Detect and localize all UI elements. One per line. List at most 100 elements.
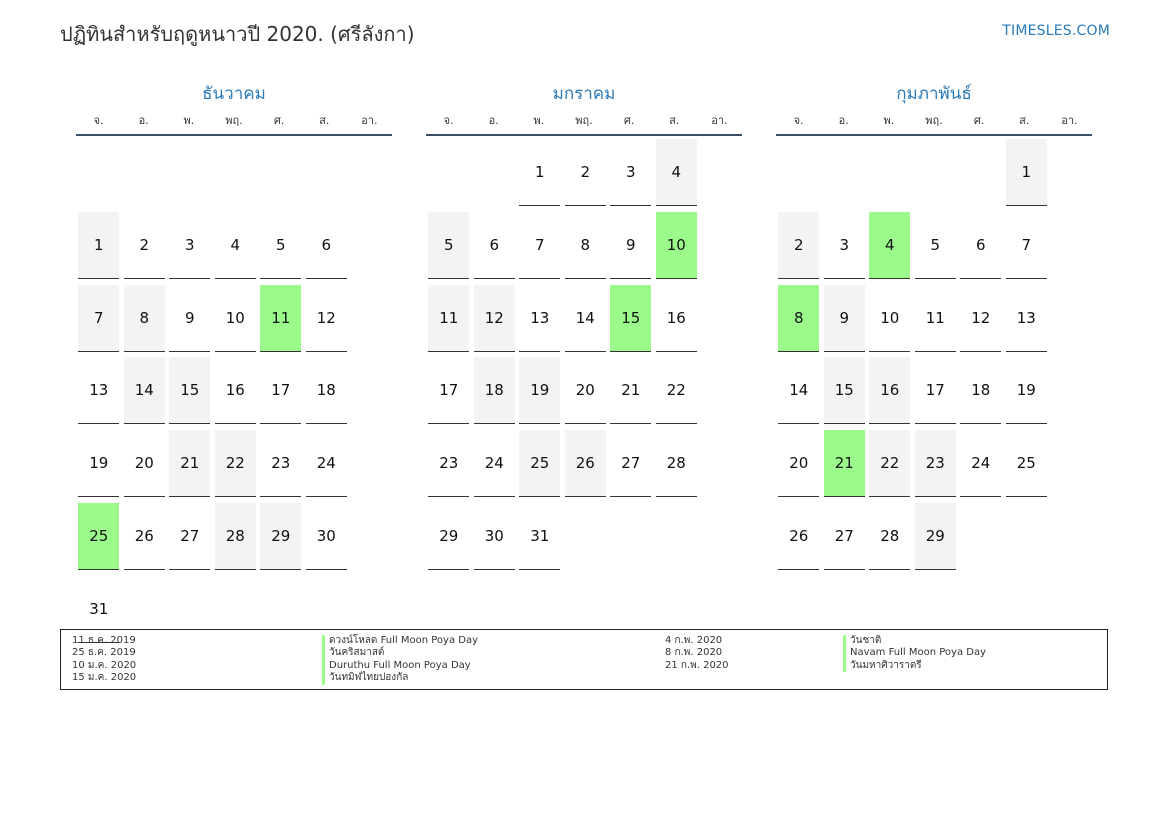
day-cell[interactable]: 15 xyxy=(169,357,211,425)
day-cell[interactable]: 18 xyxy=(305,357,347,425)
legend-holiday-name: วันชาติ xyxy=(843,635,986,648)
day-cell[interactable]: 15 xyxy=(823,357,865,425)
empty-day-cell xyxy=(306,139,347,206)
day-cell[interactable]: 30 xyxy=(305,503,347,570)
day-cell[interactable]: 11 xyxy=(914,285,956,352)
day-cell[interactable]: 23 xyxy=(260,430,302,497)
day-cell[interactable]: 18 xyxy=(960,357,1002,425)
day-cell[interactable]: 28 xyxy=(869,503,911,570)
day-cell[interactable]: 7 xyxy=(78,284,120,352)
day-cell[interactable]: 16 xyxy=(869,357,911,425)
day-cell[interactable]: 21 xyxy=(610,357,652,425)
day-cell[interactable]: 18 xyxy=(473,357,515,425)
day-cell[interactable]: 13 xyxy=(519,285,561,352)
day-cell[interactable]: 22 xyxy=(869,430,911,497)
holiday-day-cell[interactable]: 25 xyxy=(78,502,120,570)
day-cell[interactable]: 14 xyxy=(564,285,606,352)
day-cell[interactable]: 9 xyxy=(169,285,211,352)
day-cell[interactable]: 1 xyxy=(519,139,561,206)
weekday-label: ศ. xyxy=(623,114,635,127)
day-cell[interactable]: 19 xyxy=(78,430,120,497)
weekday-label: อา. xyxy=(711,114,728,127)
day-cell[interactable]: 3 xyxy=(610,139,652,206)
day-cell[interactable]: 31 xyxy=(78,576,120,643)
day-cell[interactable]: 19 xyxy=(519,357,561,425)
day-cell[interactable]: 27 xyxy=(823,503,865,570)
day-cell[interactable]: 9 xyxy=(823,284,865,352)
day-cell[interactable]: 25 xyxy=(1005,430,1047,497)
day-cell[interactable]: 5 xyxy=(260,212,302,279)
day-cell[interactable]: 14 xyxy=(123,357,165,425)
day-cell[interactable]: 8 xyxy=(564,212,606,279)
day-cell[interactable]: 26 xyxy=(778,503,820,570)
day-cell[interactable]: 31 xyxy=(519,503,561,570)
site-brand-link[interactable]: TIMESLES.COM xyxy=(1002,23,1110,39)
holiday-day-cell[interactable]: 4 xyxy=(869,211,911,279)
holiday-day-cell[interactable]: 11 xyxy=(260,284,302,352)
day-cell[interactable]: 24 xyxy=(305,430,347,497)
day-cell[interactable]: 28 xyxy=(214,502,256,570)
day-cell[interactable]: 11 xyxy=(428,284,470,352)
day-cell[interactable]: 6 xyxy=(960,212,1002,279)
day-cell[interactable]: 7 xyxy=(1005,212,1047,279)
day-cell[interactable]: 26 xyxy=(564,430,606,497)
day-cell[interactable]: 7 xyxy=(519,212,561,279)
day-cell[interactable]: 17 xyxy=(428,357,470,425)
day-cell[interactable]: 12 xyxy=(473,284,515,352)
day-cell[interactable]: 5 xyxy=(914,212,956,279)
holiday-day-cell[interactable]: 21 xyxy=(823,430,865,497)
day-cell[interactable]: 12 xyxy=(960,285,1002,352)
day-cell[interactable]: 5 xyxy=(428,211,470,279)
day-cell[interactable]: 13 xyxy=(1005,285,1047,352)
day-cell[interactable]: 8 xyxy=(123,284,165,352)
day-cell[interactable]: 14 xyxy=(778,357,820,425)
day-cell[interactable]: 27 xyxy=(610,430,652,497)
day-cell[interactable]: 24 xyxy=(473,430,515,497)
day-cell[interactable]: 4 xyxy=(214,212,256,279)
day-cell[interactable]: 6 xyxy=(473,212,515,279)
day-cell[interactable]: 25 xyxy=(519,430,561,497)
day-cell[interactable]: 3 xyxy=(169,212,211,279)
weekday-label: พฤ. xyxy=(925,114,943,127)
day-cell[interactable]: 29 xyxy=(914,502,956,570)
day-cell[interactable]: 29 xyxy=(428,503,470,570)
day-cell[interactable]: 17 xyxy=(260,357,302,425)
day-cell[interactable]: 30 xyxy=(473,503,515,570)
day-cell[interactable]: 23 xyxy=(914,430,956,497)
day-cell[interactable]: 29 xyxy=(260,502,302,570)
day-cell[interactable]: 20 xyxy=(123,430,165,497)
day-cell[interactable]: 28 xyxy=(655,430,697,497)
day-cell[interactable]: 4 xyxy=(655,139,697,206)
day-cell[interactable]: 2 xyxy=(564,139,606,206)
day-cell[interactable]: 20 xyxy=(778,430,820,497)
day-cell[interactable]: 6 xyxy=(305,212,347,279)
day-cell[interactable]: 1 xyxy=(1005,139,1047,206)
day-cell[interactable]: 23 xyxy=(428,430,470,497)
day-cell[interactable]: 24 xyxy=(960,430,1002,497)
day-cell[interactable]: 16 xyxy=(214,357,256,425)
day-cell[interactable]: 27 xyxy=(169,503,211,570)
day-cell[interactable]: 9 xyxy=(610,212,652,279)
holiday-day-cell[interactable]: 8 xyxy=(778,284,820,352)
holiday-day-cell[interactable]: 10 xyxy=(655,211,697,279)
day-cell[interactable]: 21 xyxy=(169,430,211,497)
day-cell[interactable]: 22 xyxy=(655,357,697,425)
day-cell[interactable]: 2 xyxy=(778,211,820,279)
day-cell[interactable]: 20 xyxy=(564,357,606,425)
day-cell[interactable]: 10 xyxy=(214,285,256,352)
weekday-label: อ. xyxy=(838,114,849,127)
day-cell[interactable]: 12 xyxy=(305,285,347,352)
day-cell[interactable]: 3 xyxy=(823,212,865,279)
legend-holiday-name: วันคริสมาสต์ xyxy=(322,647,478,660)
day-cell[interactable]: 13 xyxy=(78,357,120,425)
day-cell[interactable]: 1 xyxy=(78,211,120,279)
day-cell[interactable]: 17 xyxy=(914,357,956,425)
day-cell[interactable]: 19 xyxy=(1005,357,1047,425)
day-cell[interactable]: 10 xyxy=(869,285,911,352)
day-cell[interactable]: 22 xyxy=(214,430,256,497)
day-cell[interactable]: 26 xyxy=(123,503,165,570)
day-cell[interactable]: 2 xyxy=(123,212,165,279)
day-cell[interactable]: 16 xyxy=(655,285,697,352)
holiday-day-cell[interactable]: 15 xyxy=(610,284,652,352)
legend-date: 10 ม.ค. 2020 xyxy=(72,659,137,671)
